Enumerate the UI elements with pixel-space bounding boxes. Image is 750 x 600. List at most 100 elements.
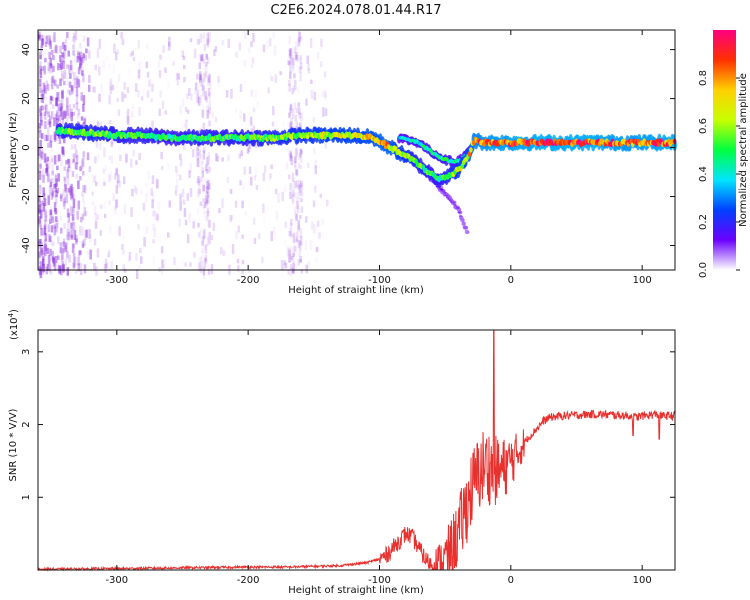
spectrogram-noise-cell [116, 180, 120, 185]
spectrogram-noise-cell [255, 184, 259, 190]
spectrogram-noise-cell [237, 225, 241, 233]
spectrogram-noise-cell [73, 143, 77, 150]
spectrogram-noise-cell [127, 108, 130, 115]
spectrogram-noise-cell [293, 157, 297, 163]
spectrogram-noise-cell [50, 186, 53, 192]
spectrogram-noise-cell [288, 36, 292, 44]
spectrogram-noise-cell [38, 240, 41, 245]
spectrogram-noise-cell [55, 115, 58, 121]
spectrogram-noise-cell [109, 85, 113, 95]
spectrogram-noise-cell [213, 49, 216, 57]
spectrogram-noise-cell [300, 149, 303, 155]
spectrogram-noise-cell [80, 92, 83, 101]
spectrogram-noise-cell [297, 87, 300, 93]
spectrogram-noise-cell [246, 147, 250, 154]
spectrogram-noise-cell [297, 38, 301, 47]
spectrogram-noise-cell [289, 57, 293, 64]
spectrogram-noise-cell [299, 66, 302, 73]
spectrogram-noise-cell [41, 151, 44, 160]
spectrogram-noise-cell [43, 114, 47, 120]
spectrogram-noise-cell [44, 57, 47, 63]
spectrogram-noise-cell [300, 190, 304, 197]
spectrogram-noise-cell [74, 30, 78, 41]
spectrogram-noise-cell [61, 89, 64, 100]
spectrogram-noise-cell [46, 156, 50, 162]
spectrogram-noise-cell [52, 79, 56, 85]
spectrogram-noise-cell [134, 83, 138, 92]
spectrogram-noise-cell [126, 112, 129, 122]
spectrogram-noise-cell [178, 218, 181, 227]
spectrogram-noise-cell [295, 231, 299, 238]
spectrogram-y-tick-label: -40 [21, 237, 32, 253]
spectrogram-noise-cell [110, 260, 114, 270]
spectrogram-noise-cell [250, 41, 253, 48]
spectrogram-noise-cell [66, 208, 70, 218]
spectrogram-noise-cell [47, 111, 50, 117]
spectrogram-noise-cell [71, 214, 75, 221]
spectrogram-noise-cell [93, 262, 96, 272]
spectrogram-noise-cell [304, 82, 307, 86]
spectrogram-noise-cell [243, 166, 247, 175]
spectrogram-noise-cell [238, 153, 242, 159]
spectrogram-noise-cell [208, 120, 211, 127]
spectrogram-noise-cell [108, 155, 111, 161]
spectrogram-noise-cell [47, 195, 50, 205]
spectrogram-noise-cell [41, 258, 45, 269]
spectrogram-noise-cell [77, 66, 81, 75]
spectrogram-main-track-core [382, 139, 387, 146]
spectrogram-noise-cell [59, 247, 63, 254]
spectrogram-noise-cell [84, 54, 88, 61]
spectrogram-noise-cell [160, 269, 164, 275]
spectrogram-noise-cell [160, 165, 164, 171]
spectrogram-noise-cell [289, 70, 292, 75]
spectrogram-noise-cell [68, 90, 72, 96]
spectrogram-noise-cell [292, 108, 295, 119]
spectrogram-noise-cell [208, 91, 212, 99]
spectrogram-noise-cell [79, 262, 83, 269]
spectrogram-noise-cell [72, 111, 75, 116]
spectrogram-noise-cell [41, 168, 45, 177]
spectrogram-noise-cell [179, 193, 182, 201]
spectrogram-noise-cell [199, 268, 203, 274]
spectrogram-noise-cell [38, 34, 41, 41]
spectrogram-noise-cell [201, 88, 204, 97]
spectrogram-noise-cell [38, 257, 41, 265]
spectrogram-noise-cell [201, 160, 204, 165]
spectrogram-noise-cell [68, 112, 71, 119]
spectrogram-noise-cell [206, 190, 210, 198]
spectrogram-noise-cell [39, 209, 43, 219]
spectrogram-noise-cell [176, 80, 180, 86]
spectrogram-noise-cell [273, 45, 277, 56]
spectrogram-noise-cell [235, 231, 238, 240]
spectrogram-noise-cell [248, 269, 251, 274]
spectrogram-noise-cell [197, 39, 200, 45]
spectrogram-noise-cell [117, 109, 121, 116]
spectrogram-noise-cell [196, 158, 200, 168]
spectrogram-noise-cell [242, 183, 245, 191]
spectrogram-noise-cell [199, 201, 202, 207]
spectrogram-noise-cell [229, 189, 233, 194]
spectrogram-noise-cell [72, 198, 76, 208]
spectrogram-noise-cell [204, 65, 208, 73]
spectrogram-noise-cell [135, 160, 138, 165]
spectrogram-noise-cell [45, 245, 48, 251]
spectrogram-noise-cell [188, 213, 191, 223]
spectrogram-noise-cell [61, 57, 64, 64]
spectrogram-noise-cell [70, 228, 74, 239]
spectrogram-noise-cell [184, 219, 188, 226]
spectrogram-noise-cell [38, 194, 41, 202]
spectrogram-noise-cell [148, 79, 151, 88]
spectrogram-noise-cell [276, 157, 279, 166]
spectrogram-noise-cell [196, 73, 199, 80]
spectrogram-noise-cell [200, 154, 203, 164]
spectrogram-noise-cell [299, 235, 303, 245]
spectrogram-noise-cell [75, 102, 79, 111]
spectrogram-noise-cell [196, 94, 199, 104]
spectrogram-noise-cell [61, 52, 64, 58]
spectrogram-noise-cell [234, 107, 238, 113]
spectrogram-noise-cell [122, 176, 126, 185]
spectrogram-noise-cell [41, 105, 44, 111]
spectrogram-noise-cell [83, 118, 87, 124]
spectrogram-faint-branch-core [454, 205, 459, 208]
spectrogram-noise-cell [125, 153, 128, 163]
